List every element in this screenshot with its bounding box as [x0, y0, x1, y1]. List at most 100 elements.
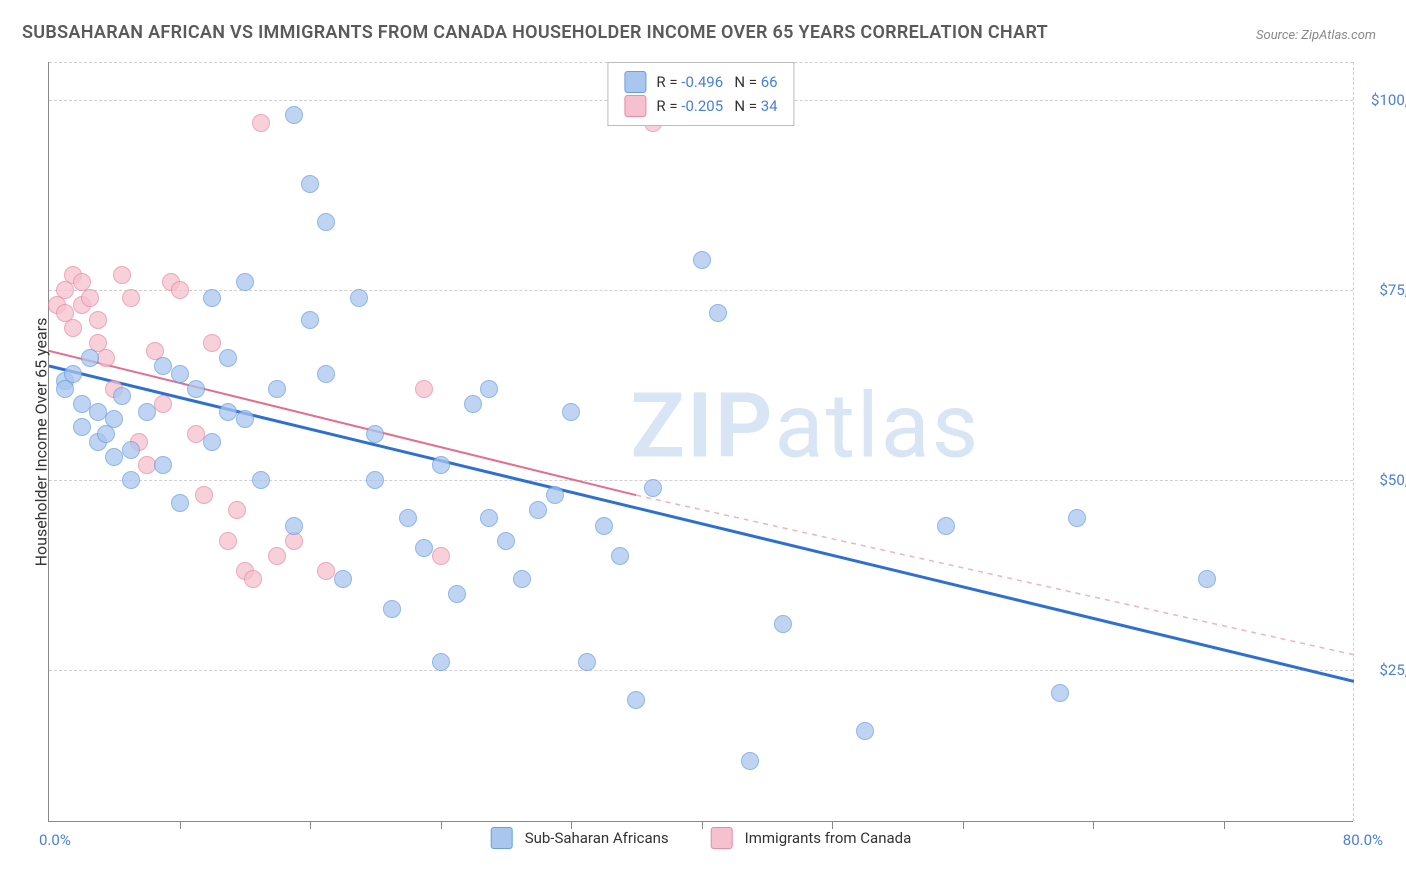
scatter-point [89, 311, 107, 329]
scatter-point [187, 425, 205, 443]
scatter-point [219, 532, 237, 550]
legend-bottom-swatch-a [491, 827, 513, 849]
scatter-point [644, 479, 662, 497]
scatter-point [171, 494, 189, 512]
scatter-point [285, 517, 303, 535]
y-tick-label: $100,000 [1363, 91, 1406, 109]
x-tick [832, 821, 833, 829]
series-legend: Sub-Saharan Africans Immigrants from Can… [491, 827, 912, 849]
scatter-point [122, 441, 140, 459]
scatter-point [203, 433, 221, 451]
scatter-point [268, 380, 286, 398]
scatter-point [252, 114, 270, 132]
gridline-horizontal [49, 670, 1353, 671]
x-axis-max-label: 80.0% [1343, 831, 1383, 849]
scatter-point [195, 486, 213, 504]
plot-area: ZIPatlas R = -0.496 N = 66 R = -0.205 N … [48, 62, 1353, 822]
scatter-point [709, 304, 727, 322]
x-tick [1093, 821, 1094, 829]
watermark-light: atlas [775, 374, 981, 479]
scatter-point [154, 456, 172, 474]
y-tick-label: $75,000 [1363, 281, 1406, 299]
scatter-point [741, 752, 759, 770]
source-attribution: Source: ZipAtlas.com [1256, 28, 1376, 43]
scatter-point [138, 403, 156, 421]
trend-lines [49, 62, 1354, 822]
scatter-point [350, 289, 368, 307]
scatter-point [415, 380, 433, 398]
scatter-point [366, 425, 384, 443]
scatter-point [578, 653, 596, 671]
x-tick [571, 821, 572, 829]
scatter-point [171, 281, 189, 299]
scatter-point [383, 600, 401, 618]
scatter-point [432, 456, 450, 474]
scatter-point [236, 410, 254, 428]
scatter-point [81, 349, 99, 367]
scatter-point [236, 273, 254, 291]
scatter-point [480, 509, 498, 527]
scatter-point [1068, 509, 1086, 527]
scatter-point [774, 615, 792, 633]
legend-row-series-b: R = -0.205 N = 34 [624, 95, 777, 117]
legend-bottom-label-b: Immigrants from Canada [745, 829, 912, 847]
y-tick-label: $25,000 [1363, 661, 1406, 679]
scatter-point [97, 349, 115, 367]
scatter-point [89, 403, 107, 421]
legend-bottom-label-a: Sub-Saharan Africans [525, 829, 669, 847]
scatter-point [546, 486, 564, 504]
x-tick [180, 821, 181, 829]
x-tick [1224, 821, 1225, 829]
correlation-legend: R = -0.496 N = 66 R = -0.205 N = 34 [607, 62, 794, 126]
scatter-point [595, 517, 613, 535]
scatter-point [73, 418, 91, 436]
scatter-point [399, 509, 417, 527]
scatter-point [513, 570, 531, 588]
scatter-point [301, 175, 319, 193]
scatter-point [187, 380, 205, 398]
scatter-point [415, 539, 433, 557]
scatter-point [562, 403, 580, 421]
scatter-point [317, 213, 335, 231]
scatter-point [301, 311, 319, 329]
watermark-bold: ZIP [630, 374, 774, 479]
scatter-point [1051, 684, 1069, 702]
scatter-point [448, 585, 466, 603]
scatter-point [497, 532, 515, 550]
scatter-point [529, 501, 547, 519]
scatter-point [252, 471, 270, 489]
scatter-point [105, 448, 123, 466]
chart-container: SUBSAHARAN AFRICAN VS IMMIGRANTS FROM CA… [0, 0, 1406, 892]
scatter-point [937, 517, 955, 535]
scatter-point [154, 357, 172, 375]
scatter-point [105, 410, 123, 428]
legend-bottom-swatch-b [711, 827, 733, 849]
scatter-point [432, 547, 450, 565]
scatter-point [171, 365, 189, 383]
scatter-point [464, 395, 482, 413]
scatter-point [317, 365, 335, 383]
legend-r-label-b: R = -0.205 N = 34 [656, 97, 777, 115]
scatter-point [244, 570, 262, 588]
scatter-point [138, 456, 156, 474]
y-tick-label: $50,000 [1363, 471, 1406, 489]
watermark: ZIPatlas [630, 374, 980, 479]
gridline-vertical [1353, 62, 1354, 821]
scatter-point [81, 289, 99, 307]
scatter-point [693, 251, 711, 269]
legend-r-label-a: R = -0.496 N = 66 [656, 73, 777, 91]
scatter-point [73, 395, 91, 413]
scatter-point [122, 471, 140, 489]
x-tick [441, 821, 442, 829]
scatter-point [432, 653, 450, 671]
legend-swatch-a [624, 71, 646, 93]
scatter-point [219, 349, 237, 367]
scatter-point [285, 106, 303, 124]
scatter-point [154, 395, 172, 413]
scatter-point [219, 403, 237, 421]
scatter-point [113, 266, 131, 284]
scatter-point [317, 562, 335, 580]
x-axis-min-label: 0.0% [39, 831, 71, 849]
scatter-point [122, 289, 140, 307]
legend-row-series-a: R = -0.496 N = 66 [624, 71, 777, 93]
